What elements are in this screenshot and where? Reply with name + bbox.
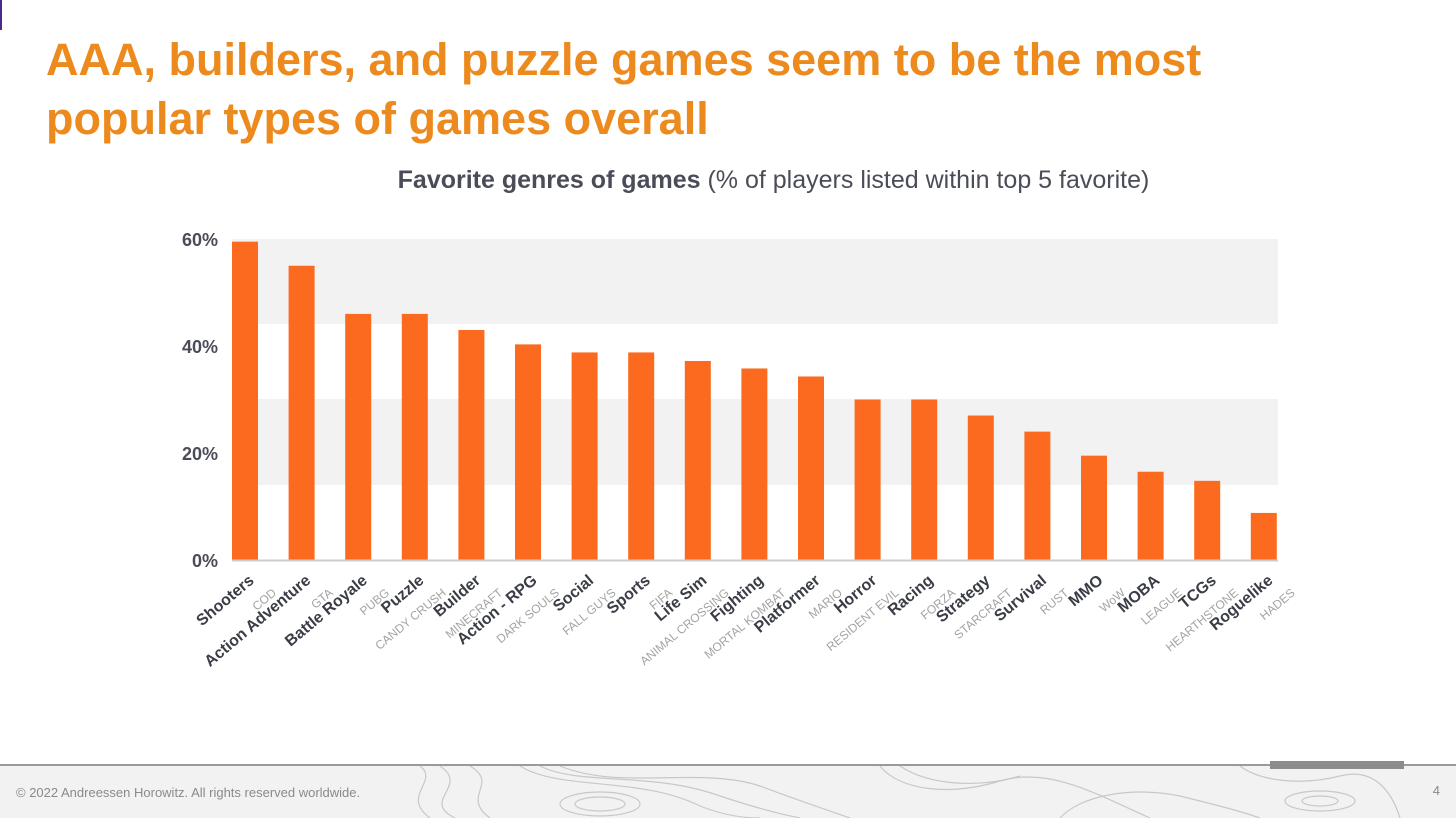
topographic-pattern	[417, 766, 1401, 818]
bar	[741, 368, 768, 560]
chart-title: Favorite genres of games (% of players l…	[0, 166, 1456, 195]
slide-title: AAA, builders, and puzzle games seem to …	[46, 34, 1202, 144]
bar	[628, 352, 655, 560]
chart-subtitle: (% of players listed within top 5 favori…	[707, 166, 1150, 194]
y-tick-label: 0%	[192, 551, 218, 571]
y-tick-label: 20%	[182, 444, 218, 464]
slide-edge-mark	[0, 0, 2, 30]
y-tick-label: 60%	[182, 230, 218, 250]
bar	[798, 376, 824, 560]
bar	[1250, 512, 1277, 560]
bar	[232, 241, 258, 561]
bar	[345, 313, 372, 560]
bar	[1194, 480, 1221, 560]
footer-progress-marker	[1270, 761, 1404, 769]
bar	[684, 360, 711, 560]
bar	[458, 329, 485, 560]
bar	[1081, 455, 1107, 560]
copyright-text: © 2022 Andreessen Horowitz. All rights r…	[16, 785, 361, 800]
bar	[1137, 471, 1164, 560]
bar	[515, 344, 541, 560]
y-tick-label: 40%	[182, 337, 218, 357]
bar	[571, 352, 598, 560]
footer-divider	[0, 764, 1456, 766]
bar	[911, 399, 938, 560]
bar	[1024, 431, 1051, 560]
bar	[401, 313, 428, 560]
page-number: 4	[1432, 783, 1440, 798]
bar	[288, 265, 315, 560]
background-band-0	[232, 239, 1278, 324]
x-category-label: Action Adventure	[202, 572, 315, 670]
bar	[967, 415, 994, 560]
bar	[854, 399, 881, 560]
chart-title-main: Favorite genres of games	[397, 166, 701, 194]
footer-background	[0, 766, 1456, 818]
